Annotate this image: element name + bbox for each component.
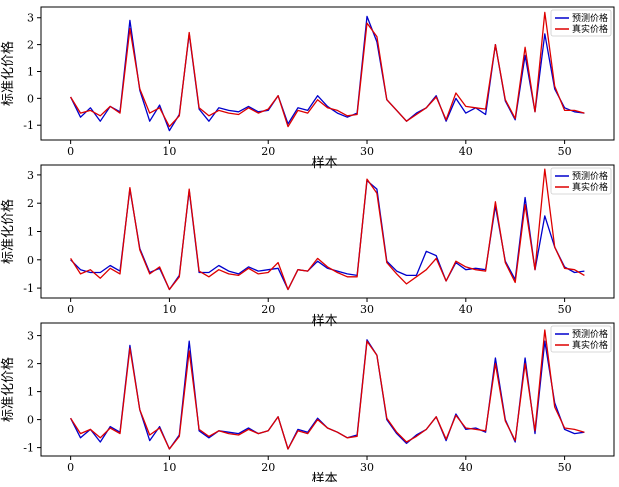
x-axis-label: 样本 xyxy=(312,472,338,482)
series-line-true xyxy=(70,168,585,291)
legend-label: 预测价格 xyxy=(572,170,608,182)
y-axis-label: 标准化价格 xyxy=(0,199,16,264)
y-axis-label: 标准化价格 xyxy=(0,357,16,422)
y-tick-label: 2 xyxy=(27,197,34,210)
x-tick-label: 40 xyxy=(459,303,473,316)
x-tick-label: 10 xyxy=(162,145,176,158)
x-tick-label: 10 xyxy=(162,461,176,474)
x-tick-label: 20 xyxy=(261,303,275,316)
x-tick-label: 50 xyxy=(558,303,572,316)
plot-frame xyxy=(40,6,615,141)
legend-label: 真实价格 xyxy=(572,23,608,35)
x-tick-label: 30 xyxy=(360,303,374,316)
x-axis-label: 样本 xyxy=(312,156,338,171)
x-tick-label: 40 xyxy=(459,145,473,158)
y-tick-label: 2 xyxy=(27,39,34,52)
legend-label: 预测价格 xyxy=(572,12,608,24)
x-axis-label: 样本 xyxy=(312,314,338,329)
x-tick-label: 0 xyxy=(67,303,74,316)
y-tick-label: 3 xyxy=(27,12,34,25)
x-tick-label: 20 xyxy=(261,145,275,158)
legend-label: 预测价格 xyxy=(572,328,608,340)
y-tick-label: -1 xyxy=(23,442,34,455)
x-tick-label: 0 xyxy=(67,461,74,474)
y-tick-label: 3 xyxy=(27,169,34,182)
y-tick-label: 3 xyxy=(27,330,34,343)
x-tick-label: 0 xyxy=(67,145,74,158)
y-tick-label: 1 xyxy=(27,226,34,239)
x-tick-label: 50 xyxy=(558,145,572,158)
series-line-true xyxy=(70,329,585,450)
y-tick-label: 2 xyxy=(27,358,34,371)
series-line-predicted xyxy=(70,15,585,132)
plot-frame xyxy=(40,322,615,457)
x-tick-label: 30 xyxy=(360,461,374,474)
x-tick-label: 20 xyxy=(261,461,275,474)
y-tick-label: 1 xyxy=(27,386,34,399)
x-tick-label: 50 xyxy=(558,461,572,474)
x-tick-label: 10 xyxy=(162,303,176,316)
y-axis-label: 标准化价格 xyxy=(0,41,16,106)
y-tick-label: -1 xyxy=(23,119,34,132)
y-tick-label: 0 xyxy=(27,414,34,427)
x-tick-label: 30 xyxy=(360,145,374,158)
series-line-predicted xyxy=(70,339,585,450)
y-tick-label: 1 xyxy=(27,65,34,78)
series-line-true xyxy=(70,11,585,128)
legend-label: 真实价格 xyxy=(572,181,608,193)
legend-label: 真实价格 xyxy=(572,339,608,351)
y-tick-label: 0 xyxy=(27,254,34,267)
y-tick-label: 0 xyxy=(27,92,34,105)
series-line-predicted xyxy=(70,179,585,291)
plot-frame xyxy=(40,164,615,299)
y-tick-label: -1 xyxy=(23,282,34,295)
x-tick-label: 40 xyxy=(459,461,473,474)
